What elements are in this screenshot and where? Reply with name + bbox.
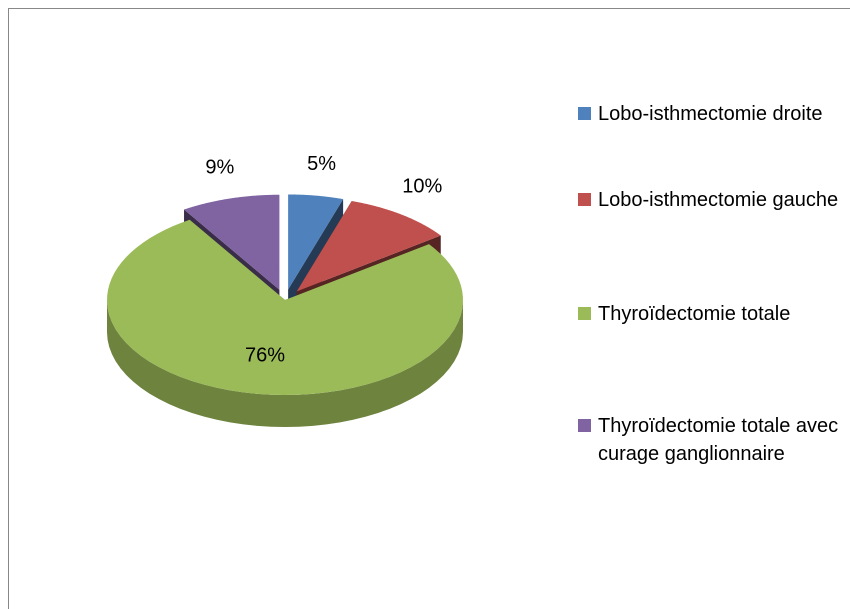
legend-swatch (578, 307, 591, 320)
legend: Lobo-isthmectomie droite Lobo-isthmectomi… (578, 100, 843, 468)
data-label: 5% (307, 153, 336, 175)
legend-swatch (578, 107, 591, 120)
slice (107, 219, 463, 427)
slice-top (296, 201, 441, 292)
data-label: 10% (402, 175, 442, 197)
chart-frame (8, 8, 850, 609)
legend-item: Thyroïdectomie totale avec curage gangli… (578, 412, 843, 468)
slice-top (184, 194, 280, 290)
legend-item: Lobo-isthmectomie gauche (578, 186, 843, 214)
data-label: 76% (245, 344, 285, 366)
data-label: 9% (205, 157, 234, 179)
legend-label: Lobo-isthmectomie gauche (598, 189, 839, 211)
legend-swatch (578, 419, 591, 432)
legend-label: Thyroïdectomie totale (598, 303, 791, 325)
legend-item: Thyroïdectomie totale (578, 300, 843, 328)
legend-label: Thyroïdectomie totale avec curage gangli… (598, 415, 839, 465)
legend-item: Lobo-isthmectomie droite (578, 100, 843, 128)
slice-side (107, 300, 463, 427)
legend-swatch (578, 193, 591, 206)
legend-label: Lobo-isthmectomie droite (598, 103, 823, 125)
slice-top (107, 219, 463, 395)
slice-top (288, 194, 344, 290)
